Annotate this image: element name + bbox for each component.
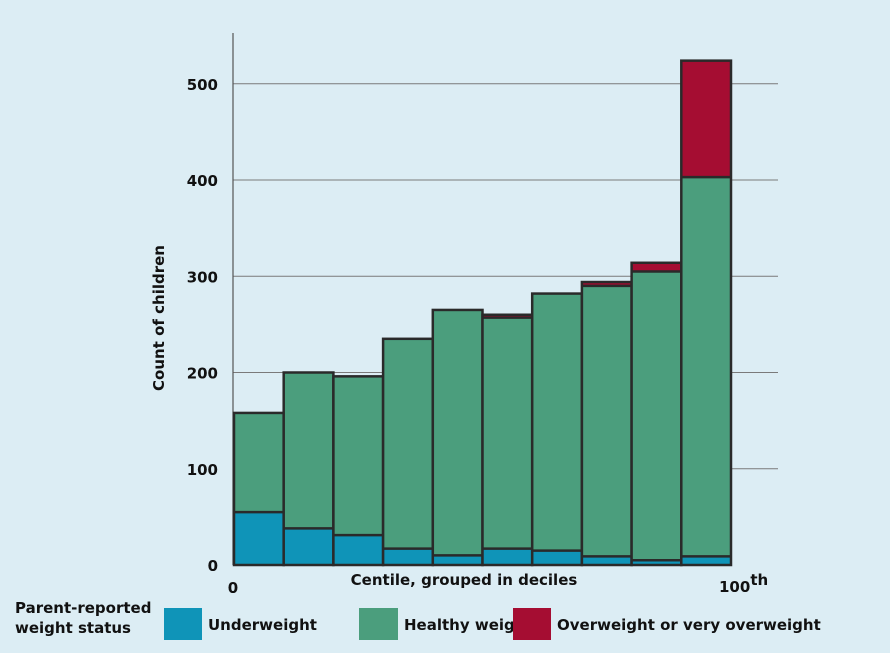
bar-segment xyxy=(581,285,632,557)
bar-group xyxy=(232,411,285,567)
bar-segment xyxy=(482,314,533,318)
bar-segment xyxy=(631,262,682,272)
legend-title-line-1: Parent-reported xyxy=(15,599,151,617)
y-tick-label: 0 xyxy=(208,557,218,575)
x-tick-label-end: 100th xyxy=(719,571,768,596)
legend-swatch xyxy=(359,608,398,640)
legend-label: Overweight or very overweight xyxy=(557,616,821,634)
bar-segment xyxy=(432,309,483,556)
y-tick-label: 300 xyxy=(187,268,218,286)
bar-segment xyxy=(234,512,284,565)
y-tick-label: 500 xyxy=(187,76,218,94)
x-tick-label-end-suffix: th xyxy=(750,571,768,589)
x-tick-label-end-number: 100 xyxy=(719,578,750,596)
bar-segment xyxy=(482,548,533,565)
bar-segment xyxy=(631,560,682,565)
legend-swatch xyxy=(513,608,551,640)
bar-group xyxy=(630,261,683,567)
x-tick-label-start: 0 xyxy=(228,579,238,597)
bar-segment xyxy=(333,376,384,536)
bar-segment xyxy=(482,317,533,549)
bar-segment xyxy=(283,528,334,565)
bar-group xyxy=(381,337,435,567)
y-tick-label: 400 xyxy=(187,172,218,190)
bar-segment xyxy=(532,293,582,551)
bar-group xyxy=(282,371,335,567)
bar-segment xyxy=(681,177,731,557)
bar-segment xyxy=(234,412,284,513)
bar-group xyxy=(680,59,733,567)
legend-title-line-2: weight status xyxy=(15,619,131,637)
bar-group xyxy=(431,308,484,567)
bar-outline xyxy=(680,59,733,567)
bar-segment xyxy=(532,550,582,565)
bar-segment xyxy=(631,271,682,561)
bar-group xyxy=(332,375,385,567)
bar-segment xyxy=(681,556,731,565)
bar-segment xyxy=(383,338,433,549)
bar-segment xyxy=(681,60,731,178)
bars xyxy=(232,59,733,567)
x-axis-title: Centile, grouped in deciles xyxy=(351,571,578,589)
bar-segment xyxy=(333,535,384,565)
legend: Parent-reported weight status Underweigh… xyxy=(15,599,821,640)
bar-group xyxy=(481,313,534,567)
y-tick-labels: 0 100 200 300 400 500 xyxy=(187,76,218,575)
y-tick-label: 100 xyxy=(187,461,218,479)
y-tick-label: 200 xyxy=(187,365,218,383)
legend-label: Underweight xyxy=(208,616,317,634)
bar-segment xyxy=(383,548,433,565)
bar-segment xyxy=(283,372,334,529)
bar-group xyxy=(530,292,584,567)
bar-segment xyxy=(432,555,483,565)
bar-segment xyxy=(581,556,632,565)
bar-segment xyxy=(581,282,632,286)
bar-group xyxy=(580,280,633,567)
y-axis-title: Count of children xyxy=(150,245,168,391)
legend-swatch xyxy=(164,608,202,640)
legend-label: Healthy weight xyxy=(404,616,533,634)
